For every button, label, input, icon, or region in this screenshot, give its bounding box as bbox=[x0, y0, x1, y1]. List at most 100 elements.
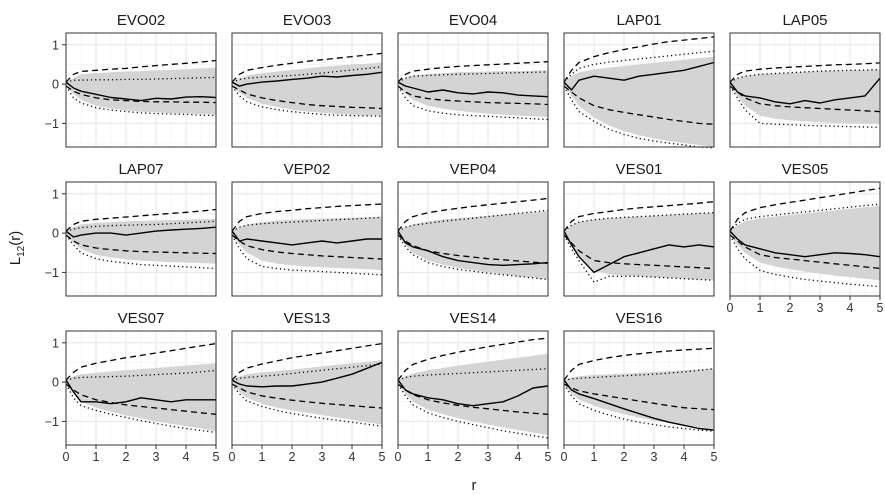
x-tick-label: 5 bbox=[711, 450, 718, 464]
panel-title: EVO04 bbox=[449, 12, 497, 29]
dashed-envelope-upper bbox=[729, 187, 881, 232]
x-tick-label: 4 bbox=[681, 450, 688, 464]
x-tick-label: 1 bbox=[591, 450, 598, 464]
observed-line bbox=[65, 81, 217, 102]
x-tick-label: 2 bbox=[123, 450, 130, 464]
observed-line bbox=[729, 77, 881, 105]
panel-ves16: VES16 0 1 2 3 4 5 bbox=[561, 310, 718, 464]
x-tick-label: 2 bbox=[787, 301, 794, 315]
observed-line bbox=[231, 230, 382, 246]
panel-title: EVO02 bbox=[117, 12, 165, 29]
dashed-envelope-upper bbox=[65, 208, 217, 232]
dotted-envelope-upper bbox=[563, 368, 715, 381]
dashed-envelope-lower bbox=[563, 234, 715, 270]
x-tick-label: 5 bbox=[877, 301, 884, 315]
dotted-envelope-lower bbox=[563, 85, 715, 149]
dashed-envelope-lower bbox=[65, 383, 217, 415]
panel-evo02: EVO02 −1 0 1 bbox=[45, 12, 217, 148]
observed-line bbox=[397, 230, 549, 266]
panel-title: VES01 bbox=[616, 161, 663, 178]
panel-border bbox=[397, 181, 549, 297]
observed-line bbox=[231, 71, 383, 87]
panel-vep04: VEP04 bbox=[397, 161, 549, 297]
dashed-envelope-lower bbox=[397, 85, 549, 106]
x-tick-label: 2 bbox=[455, 450, 462, 464]
panel-border bbox=[563, 330, 715, 446]
panel-title: VEP04 bbox=[450, 161, 497, 178]
x-tick-label: 0 bbox=[63, 450, 70, 464]
y-tick-label: 1 bbox=[52, 336, 59, 350]
dashed-envelope-lower bbox=[65, 234, 217, 255]
y-axis-title-suffix: (r) bbox=[7, 231, 24, 246]
panel-title: VES14 bbox=[450, 310, 497, 327]
y-axis-title: L12(r) bbox=[7, 231, 27, 265]
dotted-envelope-lower bbox=[231, 234, 383, 276]
dashed-envelope-upper bbox=[729, 62, 881, 83]
x-tick-label: 1 bbox=[93, 450, 100, 464]
x-tick-label: 1 bbox=[259, 450, 266, 464]
y-axis-title-subscript: 12 bbox=[16, 245, 27, 257]
x-tick-label: 3 bbox=[153, 450, 160, 464]
panel-border bbox=[729, 32, 881, 148]
observed-line bbox=[563, 230, 715, 274]
x-tick-label: 5 bbox=[379, 450, 386, 464]
panel-border bbox=[729, 181, 881, 297]
panel-title: VES05 bbox=[782, 161, 829, 178]
dashed-envelope-lower bbox=[231, 85, 383, 110]
dashed-envelope-lower bbox=[231, 234, 383, 260]
panel-border bbox=[65, 330, 217, 446]
panel-border bbox=[397, 330, 549, 446]
panel-title: VES16 bbox=[616, 310, 663, 327]
observed-line bbox=[231, 361, 383, 388]
panel-lap07: LAP07 −1 0 1 bbox=[45, 161, 217, 297]
panel-title: VEP02 bbox=[284, 161, 331, 178]
panel-lap05: LAP05 bbox=[729, 12, 881, 148]
dashed-envelope-upper bbox=[65, 59, 217, 83]
y-tick-label: −1 bbox=[45, 266, 59, 280]
dashed-envelope-lower bbox=[397, 383, 549, 415]
x-tick-label: 3 bbox=[817, 301, 824, 315]
observed-line bbox=[729, 230, 881, 258]
dashed-envelope-lower bbox=[65, 85, 217, 104]
dotted-envelope-lower bbox=[231, 85, 383, 117]
envelope-band bbox=[564, 368, 714, 430]
x-tick-label: 3 bbox=[485, 450, 492, 464]
dashed-envelope-upper bbox=[563, 36, 715, 83]
dashed-envelope-upper bbox=[563, 347, 715, 381]
dotted-envelope-upper bbox=[729, 203, 881, 232]
observed-line bbox=[563, 61, 715, 91]
dotted-envelope-lower bbox=[397, 234, 549, 281]
y-tick-label: 0 bbox=[52, 78, 59, 92]
x-tick-label: 4 bbox=[349, 450, 356, 464]
x-tick-label: 4 bbox=[515, 450, 522, 464]
panel-border bbox=[231, 32, 383, 148]
dashed-envelope-upper bbox=[231, 52, 383, 83]
y-tick-label: 1 bbox=[52, 187, 59, 201]
panel-ves13: VES13 0 1 2 3 4 5 bbox=[229, 310, 386, 464]
dotted-envelope-upper bbox=[65, 369, 217, 381]
panel-evo04: EVO04 bbox=[397, 12, 549, 148]
dashed-envelope-upper bbox=[397, 337, 549, 381]
x-axis-title: r bbox=[472, 477, 477, 494]
x-tick-label: 0 bbox=[561, 450, 568, 464]
panel-border bbox=[397, 32, 549, 148]
dotted-envelope-upper bbox=[65, 220, 217, 232]
dashed-envelope-lower bbox=[563, 85, 715, 125]
panel-title: LAP07 bbox=[118, 161, 163, 178]
panel-ves07: VES07 −1 0 1 0 1 2 3 4 5 bbox=[45, 310, 220, 464]
x-tick-label: 0 bbox=[395, 450, 402, 464]
panel-title: EVO03 bbox=[283, 12, 331, 29]
dotted-envelope-lower bbox=[65, 234, 217, 270]
dotted-envelope-lower bbox=[563, 383, 715, 432]
x-tick-label: 1 bbox=[757, 301, 764, 315]
y-tick-label: 0 bbox=[52, 227, 59, 241]
dotted-envelope-upper bbox=[231, 66, 383, 83]
dashed-envelope-upper bbox=[397, 61, 549, 83]
dashed-envelope-lower bbox=[397, 234, 549, 265]
dotted-envelope-lower bbox=[65, 85, 217, 117]
panel-border bbox=[231, 181, 383, 297]
x-tick-label: 5 bbox=[213, 450, 220, 464]
dotted-envelope-upper bbox=[231, 363, 383, 381]
